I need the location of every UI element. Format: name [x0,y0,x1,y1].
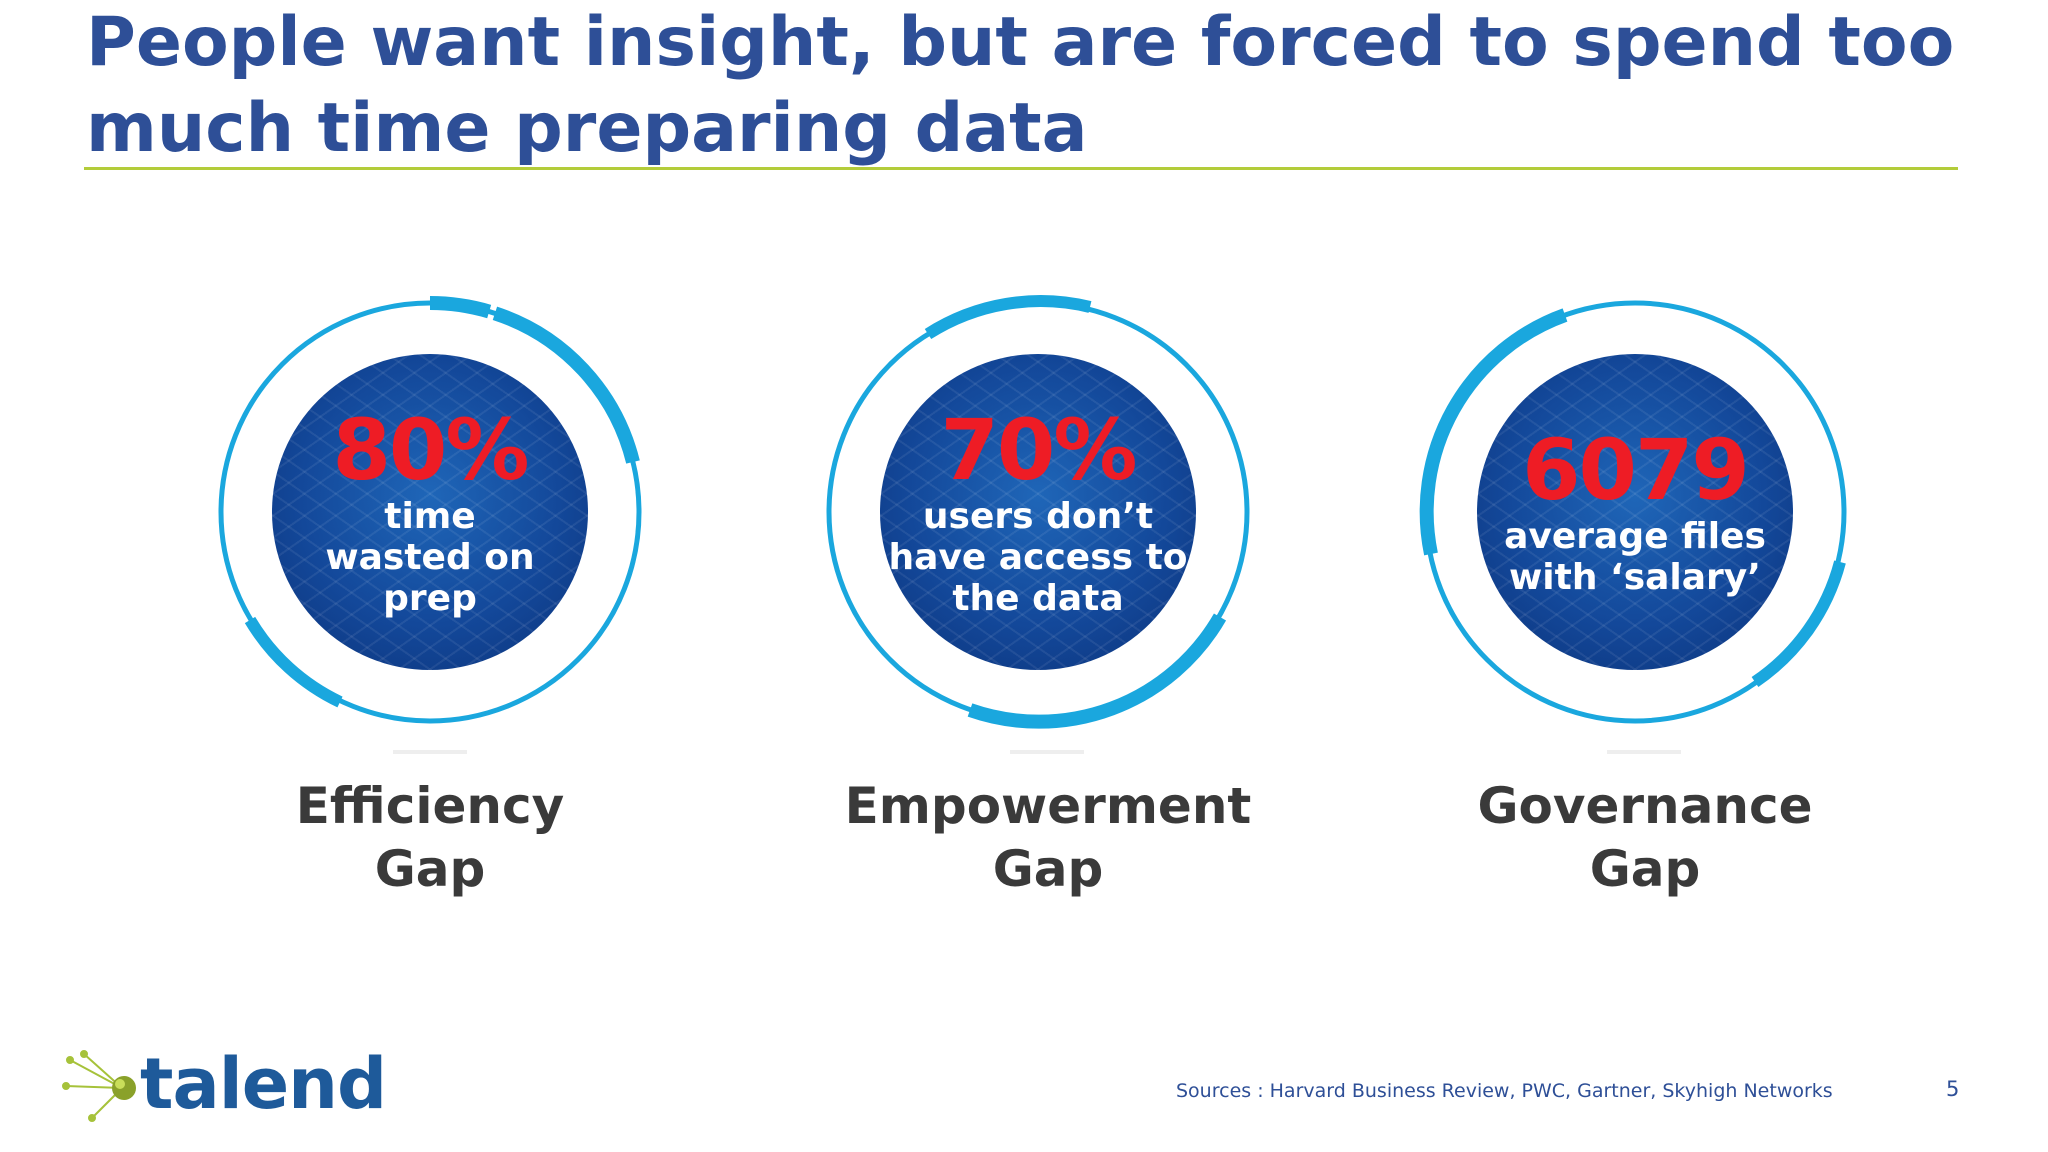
stat-circle: 6079 average files with ‘salary’ [1477,354,1793,670]
stat-value: 6079 [1522,421,1750,519]
stat-description: average files with ‘salary’ [1504,516,1766,598]
stat-description: time wasted on prep [325,495,535,619]
talend-logo: talend [62,1044,387,1124]
stat-description: users don’t have access to the data [888,495,1188,619]
logo-wordmark: talend [140,1043,387,1125]
slide-title: People want insight, but are forced to s… [86,3,1955,168]
divider-dash [393,750,467,754]
gap-label: Efficiency Gap [295,777,565,898]
gap-label: Governance Gap [1477,777,1813,898]
progress-ring-icon [1419,300,1847,724]
divider-dash [1010,750,1084,754]
stat-efficiency: 80% time wasted on prep [210,292,650,732]
stat-value: 70% [940,400,1137,499]
progress-ring-icon [218,296,642,724]
page-number: 5 [1946,1077,1960,1101]
stat-empowerment: 70% users don’t have access to the data [818,292,1258,732]
stat-circle: 70% users don’t have access to the data [880,354,1196,670]
stat-value: 80% [332,400,529,499]
stat-circle: 80% time wasted on prep [272,354,588,670]
gap-label: Empowerment Gap [844,777,1252,898]
progress-ring-icon [826,295,1250,729]
talend-spark-icon [62,1050,136,1122]
divider-dash [1607,750,1681,754]
title-underline [84,167,1958,170]
sources-footnote: Sources : Harvard Business Review, PWC, … [1176,1080,1833,1102]
stat-governance: 6079 average files with ‘salary’ [1415,292,1855,732]
